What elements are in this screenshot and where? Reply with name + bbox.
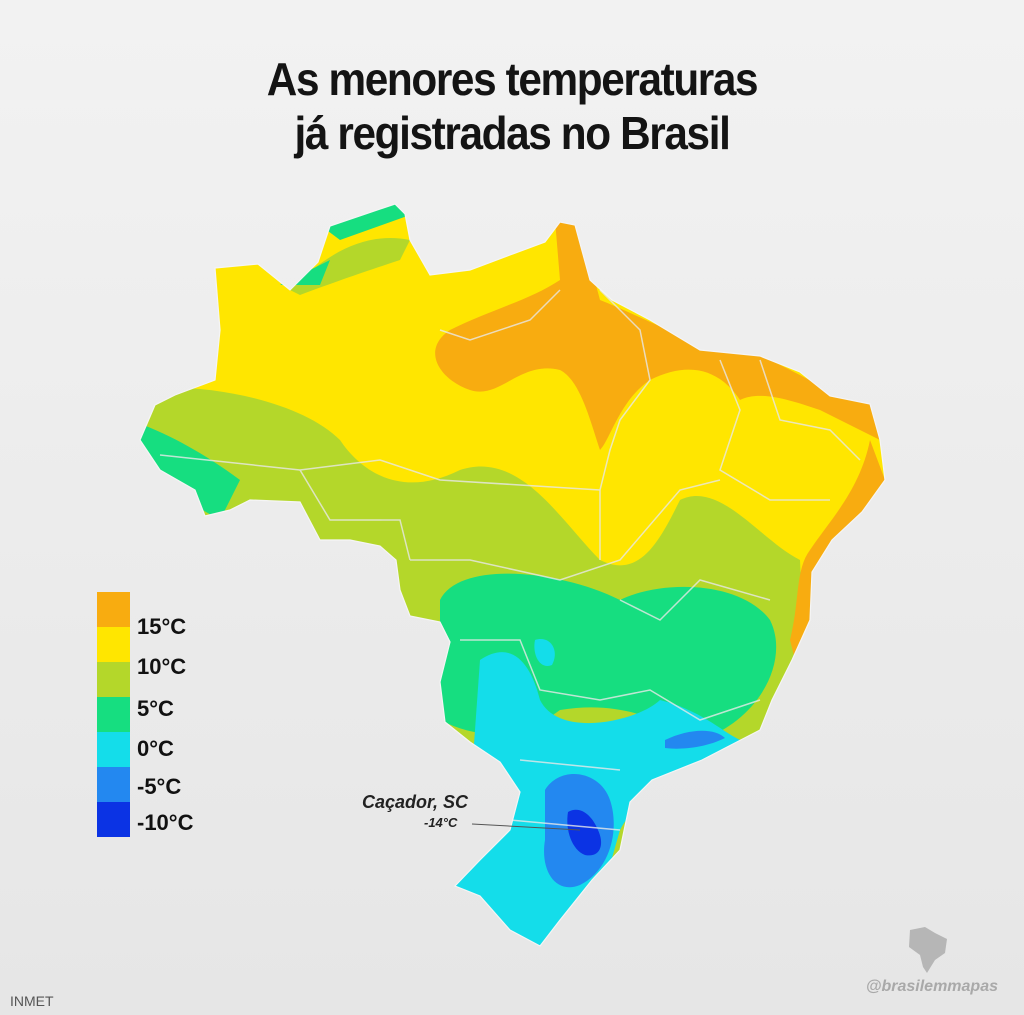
state-borders xyxy=(159,289,861,831)
legend-label: -5°C xyxy=(137,774,182,799)
zone-0c-north xyxy=(280,204,410,285)
zone-minus5c-spot xyxy=(534,639,555,666)
zone-15c-coast xyxy=(790,440,885,660)
legend-swatch-minus5 xyxy=(97,732,130,767)
legend-swatch-minus10 xyxy=(97,767,130,802)
annotation-value: -14°C xyxy=(424,815,458,830)
watermark-handle: @brasilemmapas xyxy=(865,978,998,995)
zone-0c-west xyxy=(140,420,240,520)
legend-swatch-10 xyxy=(97,627,130,662)
legend: 15°C 10°C 5°C 0°C -5°C -10°C xyxy=(97,592,193,837)
map-title: As menores temperaturas já registradas n… xyxy=(41,52,983,160)
legend-swatch-15 xyxy=(97,592,130,627)
zone-15c xyxy=(435,220,880,450)
annotation-place: Caçador, SC xyxy=(362,792,469,812)
title-line-2: já registradas no Brasil xyxy=(294,107,731,159)
legend-label: 5°C xyxy=(137,696,174,721)
legend-swatch-5 xyxy=(97,662,130,697)
legend-label: 10°C xyxy=(137,654,187,679)
annotation-leader-line xyxy=(471,823,581,831)
legend-swatch-below xyxy=(97,802,130,837)
legend-label: -10°C xyxy=(137,810,194,835)
legend-label: 15°C xyxy=(137,614,187,639)
title-line-1: As menores temperaturas xyxy=(266,53,759,105)
legend-label: 0°C xyxy=(137,736,174,761)
source-label: INMET xyxy=(10,993,54,1009)
legend-swatch-0 xyxy=(97,697,130,732)
watermark-logo xyxy=(909,927,947,973)
zone-below-minus10c xyxy=(567,809,602,856)
